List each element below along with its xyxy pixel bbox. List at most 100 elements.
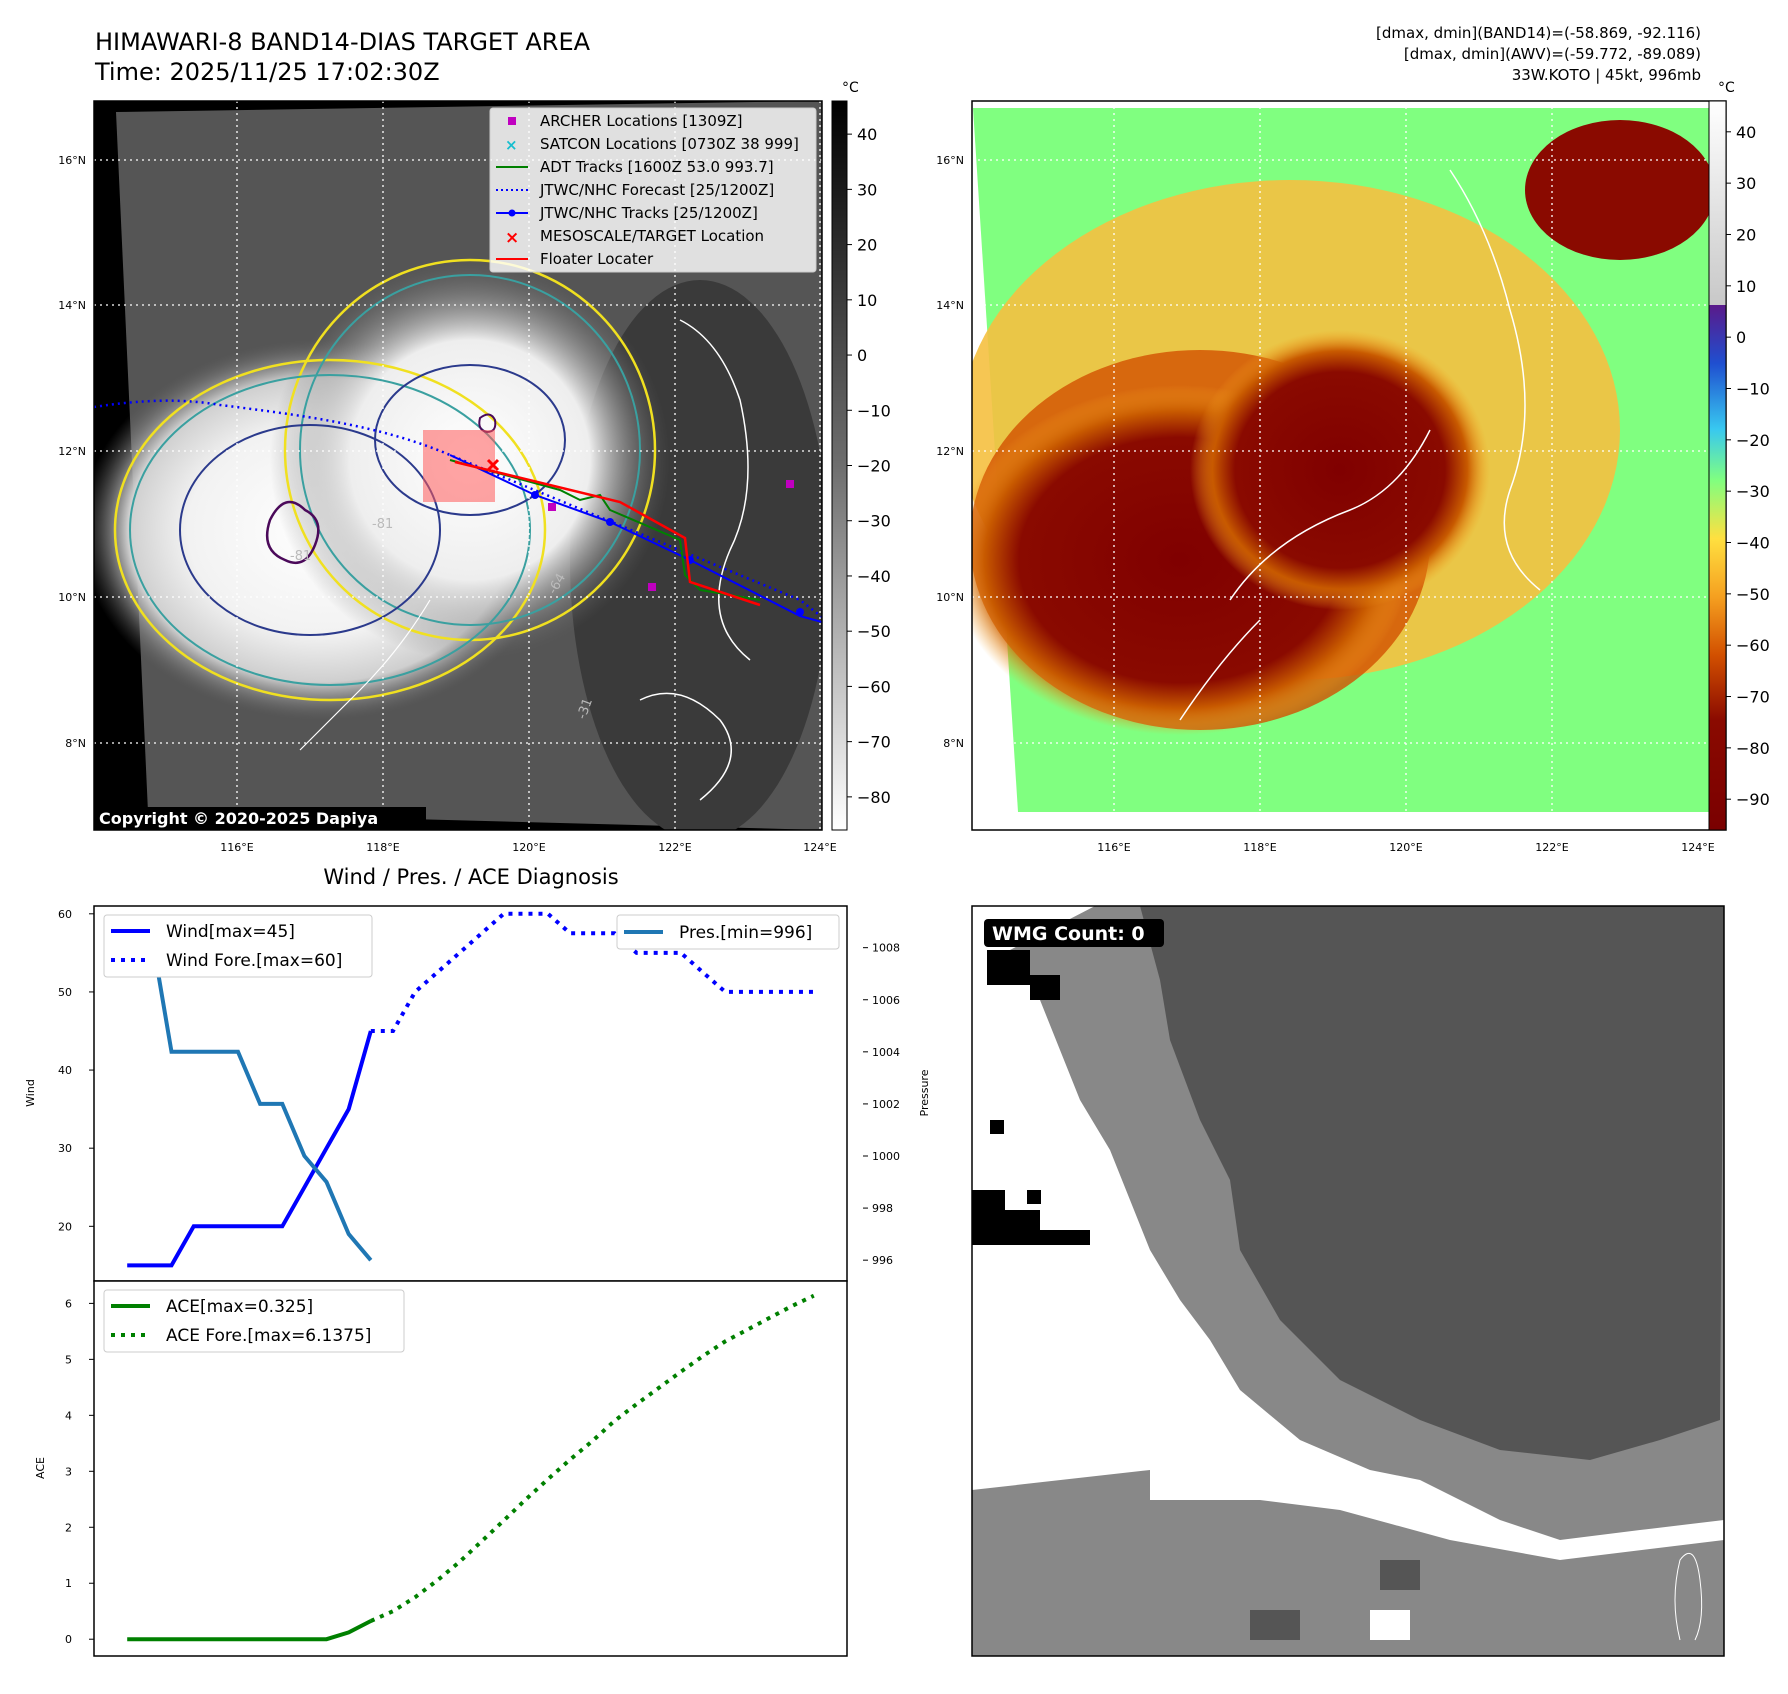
dias-colorbar-ticks: 40 30 20 10 0 −10 −20 −30 −40 −50 −60 −70 −80 −90	[1726, 123, 1770, 809]
jtwc-forecast-track	[94, 399, 822, 618]
colorbar-tick-label: −50	[857, 622, 891, 641]
lon-label: 118°E	[1243, 841, 1276, 854]
y2-tick-label: 998	[872, 1202, 893, 1215]
legend-floater-label: Floater Locater	[540, 250, 654, 268]
colorbar-tick-label: −10	[857, 401, 891, 420]
y-tick-label: 3	[65, 1465, 72, 1478]
figure-time: Time: 2025/11/25 17:02:30Z	[94, 58, 440, 86]
colorbar-tick-label: −70	[1736, 688, 1770, 707]
y-tick-label: 30	[58, 1142, 72, 1155]
y-tick-label: 5	[65, 1353, 72, 1366]
contour-label: -81	[290, 549, 311, 564]
contour-teal-east	[299, 274, 641, 626]
colorbar-tick-label: 0	[1736, 328, 1746, 347]
colorbar-tick-label: −20	[857, 457, 891, 476]
contour-purple-core	[265, 500, 320, 565]
wmg-white-patch	[1370, 1610, 1410, 1640]
colorbar-tick-label: −60	[857, 677, 891, 696]
colorbar-tick-label: −70	[857, 733, 891, 752]
lon-label: 124°E	[803, 841, 836, 854]
storm-info: 33W.KOTO | 45kt, 996mb	[1512, 66, 1701, 84]
contour-purple-core-east	[478, 413, 497, 434]
dias-coastline	[1179, 429, 1431, 721]
wind-chart-lines	[127, 911, 814, 1268]
colorbar-tick-label: 20	[857, 236, 877, 255]
y2-tick-label: 1008	[872, 942, 900, 955]
archer-location	[548, 503, 556, 511]
pressure-legend-box	[616, 914, 840, 950]
y2-tick-label: 1000	[872, 1150, 900, 1163]
archer-location	[648, 583, 656, 591]
legend-adt-label: ADT Tracks [1600Z 53.0 993.7]	[540, 158, 774, 176]
legend-pressure-label: Pres.[min=996]	[679, 923, 812, 943]
wmg-dark-patch	[1380, 1560, 1420, 1590]
wind-pressure-chart: 60 50 40 30 20 1008 1006 1004 1002 1000 998 996 Win…	[24, 905, 931, 1282]
wmg-dark-gray-region	[1140, 906, 1724, 1460]
lat-label: 14°N	[58, 299, 86, 312]
lat-label: 12°N	[58, 445, 86, 458]
legend-wind-label: Wind[max=45]	[166, 922, 295, 942]
colorbar-tick-label: 0	[857, 346, 867, 365]
colorbar-tick-label: 10	[857, 291, 877, 310]
colorbar-tick-label: −50	[1736, 585, 1770, 604]
colorbar-tick-label: 20	[1736, 225, 1756, 244]
lat-label: 10°N	[58, 591, 86, 604]
wmg-count-badge	[984, 919, 1164, 947]
ir-map-frame	[93, 100, 823, 831]
legend-tracks-label: JTWC/NHC Tracks [25/1200Z]	[539, 204, 758, 222]
mesoscale-target-marker	[486, 458, 500, 472]
y-tick-label: 6	[65, 1297, 72, 1310]
dias-gridlines	[972, 101, 1726, 830]
wind-axis-label: Wind	[24, 1079, 37, 1107]
copyright-text: Copyright © 2020-2025 Dapiya	[99, 809, 378, 828]
wmg-dark-patch	[1250, 1610, 1300, 1640]
y-tick-label: 2	[65, 1521, 72, 1534]
legend-box	[489, 107, 817, 273]
lat-label: 16°N	[58, 154, 86, 167]
lon-label: 124°E	[1681, 841, 1714, 854]
wind-legend: Wind[max=45] Wind Fore.[max=60]	[103, 914, 373, 978]
colorbar-tick-label: −40	[857, 567, 891, 586]
chart1-series-0	[127, 1619, 372, 1642]
jtwc-track-point	[796, 608, 804, 616]
lat-label: 16°N	[936, 154, 964, 167]
ir-colorbar-unit: °C	[842, 80, 859, 96]
y-tick-label: 40	[58, 1064, 72, 1077]
colorbar-tick-label: −20	[1736, 431, 1770, 450]
wmg-black-patch	[987, 950, 1060, 1000]
wmg-count-label: WMG Count: 0	[992, 923, 1145, 945]
floater-locater-track	[454, 460, 761, 607]
dmax-band14-info: [dmax, dmin](BAND14)=(-58.869, -92.116)	[1376, 24, 1701, 42]
legend-wind-forecast-label: Wind Fore.[max=60]	[166, 951, 342, 971]
wind-chart-axis-ticks: 60 50 40 30 20 1008 1006 1004 1002 1000 998 996	[58, 908, 900, 1267]
wmg-panel: WMG Count: 0	[971, 905, 1725, 1657]
floater-target-box	[423, 430, 495, 502]
colorbar-tick-label: 30	[1736, 174, 1756, 193]
wmg-black-patch	[972, 1190, 1090, 1245]
ace-chart-lines	[127, 1293, 815, 1642]
contour-label: -81	[372, 517, 393, 532]
y-tick-label: 1	[65, 1577, 72, 1590]
ir-colorbar	[831, 100, 848, 831]
wmg-black-patch	[1027, 1190, 1041, 1204]
legend-ace-forecast-label: ACE Fore.[max=6.1375]	[166, 1326, 371, 1346]
colorbar-tick-label: 30	[857, 180, 877, 199]
lon-label: 118°E	[366, 841, 399, 854]
contour-yellow-west	[113, 358, 547, 702]
legend-archer-marker	[508, 117, 516, 125]
colorbar-tick-label: −60	[1736, 636, 1770, 655]
legend-archer-label: ARCHER Locations [1309Z]	[540, 112, 743, 130]
dias-colorbar-unit: °C	[1718, 80, 1735, 96]
jtwc-track-point	[531, 491, 539, 499]
y-tick-label: 4	[65, 1409, 72, 1422]
y-tick-label: 50	[58, 986, 72, 999]
y-tick-label: 20	[58, 1220, 72, 1233]
legend-mesoscale-marker: ×	[505, 228, 519, 248]
dias-core-northeast	[1525, 120, 1715, 260]
wind-legend-box	[103, 914, 373, 978]
dias-map-panel: 16°N 14°N 12°N 10°N 8°N 116°E 118°E 120°…	[936, 80, 1770, 854]
lon-label: 122°E	[1535, 841, 1568, 854]
colorbar-tick-label: −80	[857, 788, 891, 807]
colorbar-tick-label: −90	[1736, 790, 1770, 809]
